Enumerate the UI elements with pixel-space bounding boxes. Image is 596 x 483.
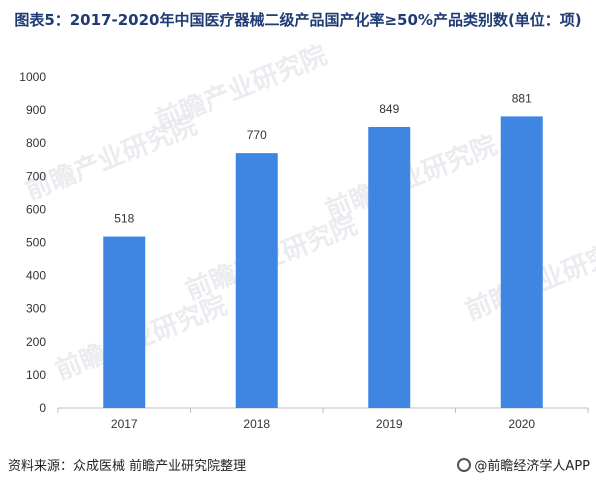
watermark-text: 前瞻产业研究院 — [321, 130, 501, 227]
y-tick-label: 1000 — [19, 70, 46, 84]
x-tick-label: 2019 — [376, 417, 403, 431]
bar-2018 — [235, 153, 278, 408]
y-tick-label: 300 — [26, 302, 46, 316]
data-label-2017: 518 — [114, 212, 134, 226]
x-tick-label: 2017 — [111, 417, 138, 431]
x-tick-label: 2018 — [243, 417, 270, 431]
y-tick-label: 900 — [26, 103, 46, 117]
data-labels: 518 770 849 881 — [114, 91, 532, 225]
brand-logo-icon — [457, 458, 472, 472]
bar-2017 — [103, 236, 146, 408]
y-tick-label: 100 — [26, 368, 46, 382]
y-tick-label: 600 — [26, 202, 46, 216]
y-tick-label: 700 — [26, 169, 46, 183]
chart-title: 图表5：2017-2020年中国医疗器械二级产品国产化率≥50%产品类别数(单位… — [14, 11, 582, 29]
y-tick-label: 800 — [26, 136, 46, 150]
data-label-2018: 770 — [247, 128, 267, 142]
y-tick-label: 400 — [26, 269, 46, 283]
bar-2019 — [368, 126, 411, 408]
source-note: 资料来源：众成医械 前瞻产业研究院整理 — [8, 459, 247, 474]
y-tick-label: 500 — [26, 236, 46, 250]
x-axis: 2017 2018 2019 2020 — [57, 408, 589, 431]
brand-credit: @前瞻经济学人APP — [457, 455, 590, 474]
bar-2020 — [500, 116, 543, 408]
watermark-text: 前瞻产业研究院 — [151, 40, 331, 137]
y-tick-label: 200 — [26, 335, 46, 349]
data-label-2019: 849 — [379, 102, 399, 116]
brand-text: @前瞻经济学人APP — [474, 459, 590, 474]
data-label-2020: 881 — [512, 91, 532, 105]
bar-series — [103, 116, 543, 408]
y-tick-label: 0 — [39, 401, 46, 415]
x-tick-label: 2020 — [508, 417, 535, 431]
y-axis: 0 100 200 300 400 500 600 700 800 900 1000 — [19, 70, 46, 415]
